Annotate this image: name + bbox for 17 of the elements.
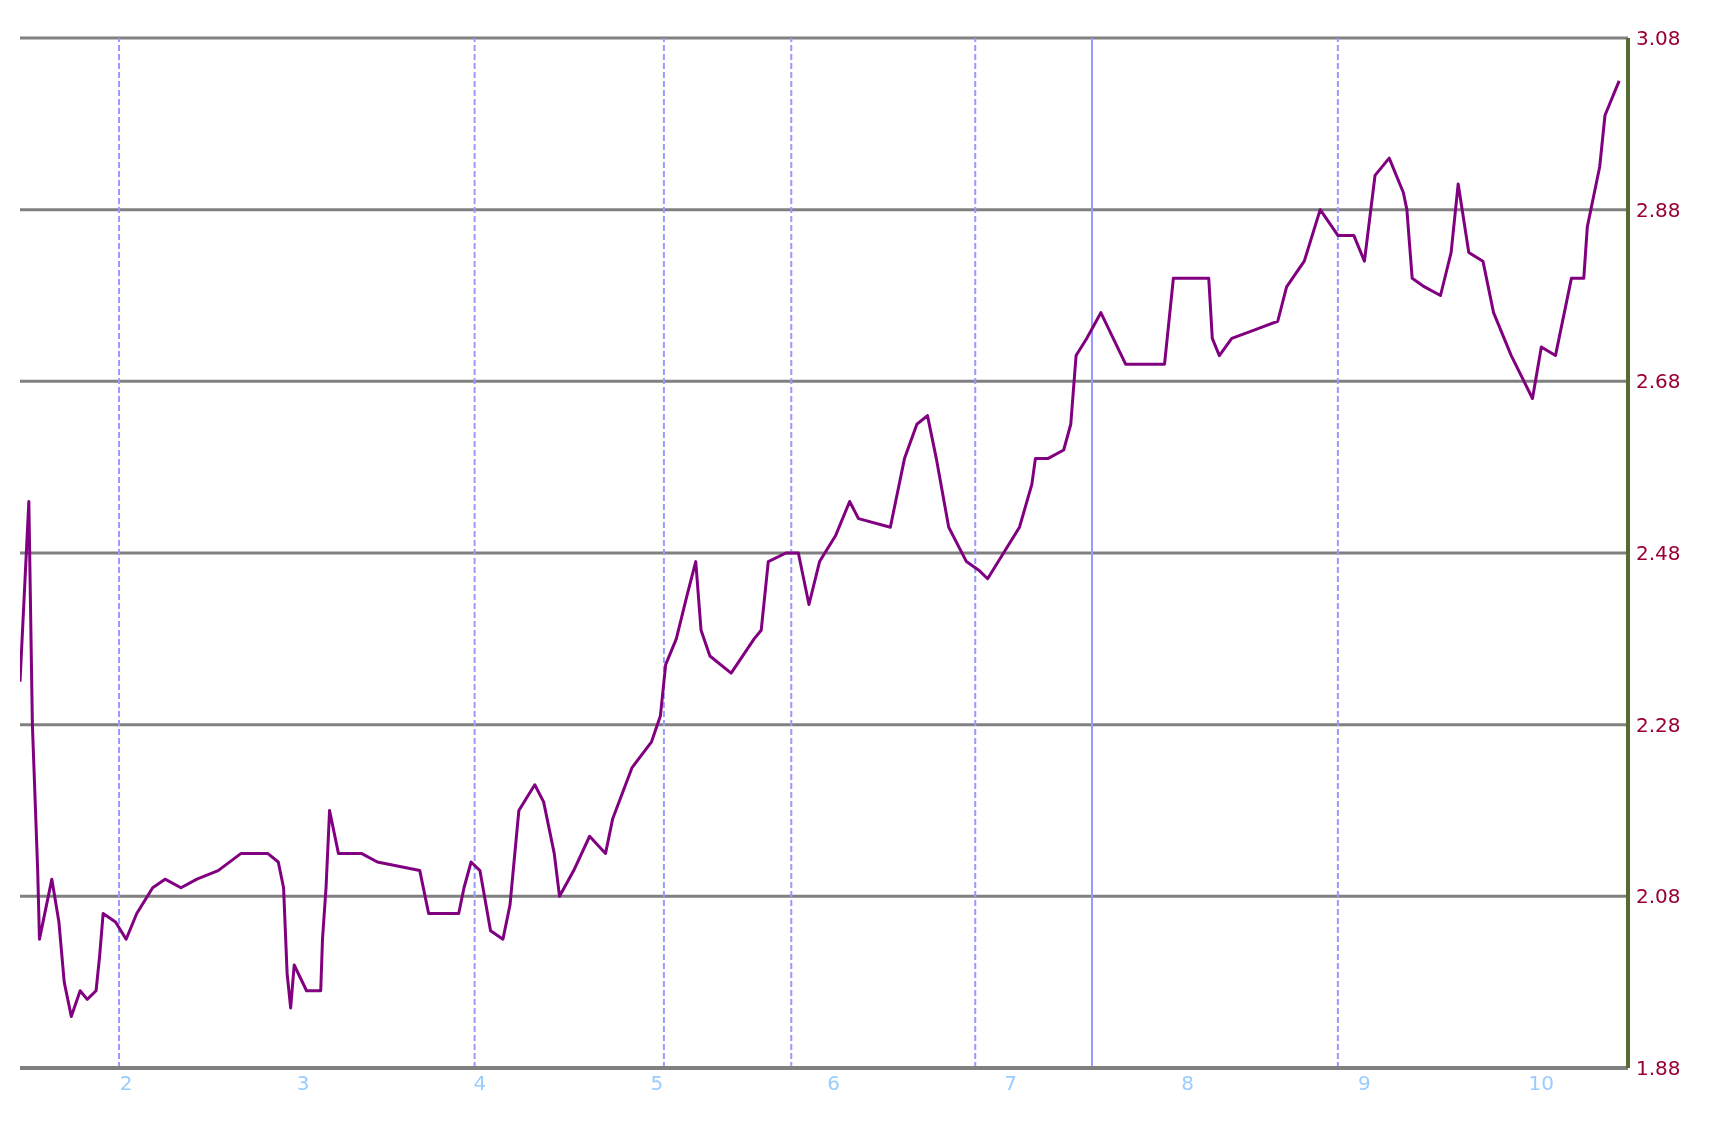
y-tick-label: 3.08: [1636, 26, 1681, 51]
line-series: [20, 79, 1621, 1018]
y-tick-label: 2.88: [1636, 197, 1681, 222]
x-tick-label: 3: [296, 1071, 310, 1096]
y-tick-label: 2.68: [1636, 369, 1681, 394]
y-tick-label: 1.88: [1636, 1056, 1681, 1081]
x-tick-label: 5: [650, 1071, 664, 1096]
x-tick-label: 4: [473, 1071, 487, 1096]
x-tick-label: 6: [827, 1071, 841, 1096]
y-tick-label: 2.28: [1636, 712, 1681, 737]
x-tick-label: 10: [1528, 1071, 1555, 1096]
x-tick-label: 7: [1004, 1071, 1017, 1096]
x-tick-label: 2: [119, 1071, 133, 1096]
x-tick-label: 9: [1358, 1071, 1371, 1096]
x-tick-label: 8: [1181, 1071, 1194, 1096]
y-tick-label: 2.48: [1636, 541, 1681, 566]
y-tick-label: 2.08: [1636, 884, 1681, 909]
